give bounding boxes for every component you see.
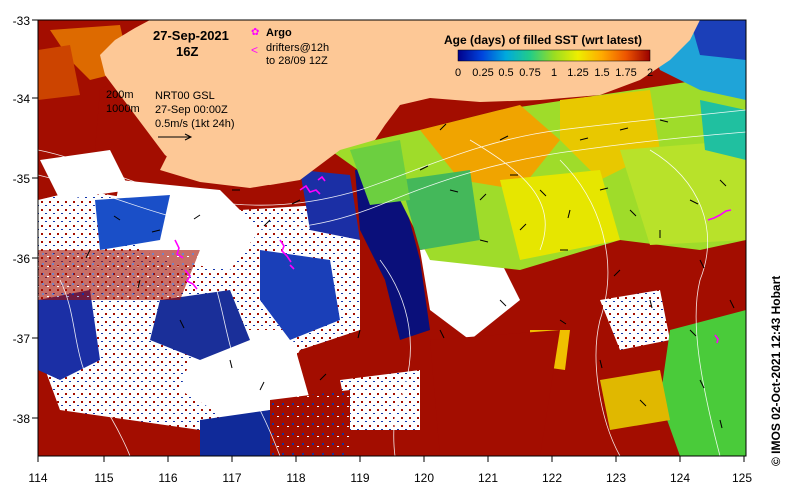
product-line-2: 27-Sep 00:00Z: [155, 104, 228, 116]
x-tick-label: 121: [478, 471, 498, 485]
x-tick-label: 125: [732, 471, 752, 485]
colorbar-tick: 0.25: [472, 67, 493, 79]
map-annotations: 27-Sep-2021 16Z ✿ Argo < drifters@12h to…: [106, 27, 329, 141]
scale-arrowhead-icon: [184, 133, 193, 141]
scale-label: 0.5m/s (1kt 24h): [155, 118, 234, 130]
axis-ticks: [32, 19, 745, 462]
colorbar: Age (days) of filled SST (wrt latest) 0 …: [444, 33, 653, 79]
y-tick-label: -36: [13, 252, 31, 266]
colorbar-tick: 2: [647, 67, 653, 79]
x-tick-label: 119: [350, 471, 369, 485]
drifter-label-2: to 28/09 12Z: [266, 55, 328, 67]
colorbar-tick: 1: [551, 67, 557, 79]
depth-label-1000: 1000m: [106, 103, 140, 115]
colorbar-title: Age (days) of filled SST (wrt latest): [444, 33, 642, 47]
y-tick-label: -34: [13, 92, 31, 106]
x-tick-label: 116: [158, 471, 177, 485]
drifter-icon: <: [251, 43, 258, 57]
y-axis-labels: -33 -34 -35 -36 -37 -38: [13, 14, 31, 426]
x-tick-label: 123: [606, 471, 626, 485]
colorbar-gradient: [457, 49, 651, 62]
credit-label: © IMOS 02-Oct-2021 12:43 Hobart: [769, 276, 783, 466]
plot-frame: [37, 19, 747, 457]
drifter-label-1: drifters@12h: [266, 42, 329, 54]
time-title: 16Z: [176, 44, 198, 59]
x-tick-label: 122: [542, 471, 562, 485]
date-title: 27-Sep-2021: [153, 28, 229, 43]
colorbar-tick: 0.75: [519, 67, 540, 79]
sst-field: [38, 20, 746, 456]
y-tick-label: -38: [13, 412, 31, 426]
argo-icon: ✿: [251, 27, 259, 38]
x-axis-labels: 114 115 116 117 118 119 120 121 122 123 …: [28, 471, 752, 485]
product-line-1: NRT00 GSL: [155, 90, 215, 102]
x-tick-label: 117: [222, 471, 241, 485]
colorbar-tick: 0.5: [498, 67, 513, 79]
x-tick-label: 115: [94, 471, 113, 485]
colorbar-tick: 1.25: [567, 67, 588, 79]
argo-label: Argo: [266, 27, 292, 39]
colorbar-tick: 1.5: [594, 67, 609, 79]
x-tick-label: 118: [286, 471, 305, 485]
colorbar-tick: 0: [455, 67, 461, 79]
y-tick-label: -35: [13, 172, 31, 186]
x-tick-label: 114: [28, 471, 47, 485]
depth-label-200: 200m: [106, 89, 134, 101]
x-tick-label: 120: [414, 471, 434, 485]
x-tick-label: 124: [670, 471, 690, 485]
y-tick-label: -33: [13, 14, 31, 28]
colorbar-tick: 1.75: [615, 67, 636, 79]
y-tick-label: -37: [13, 332, 31, 346]
